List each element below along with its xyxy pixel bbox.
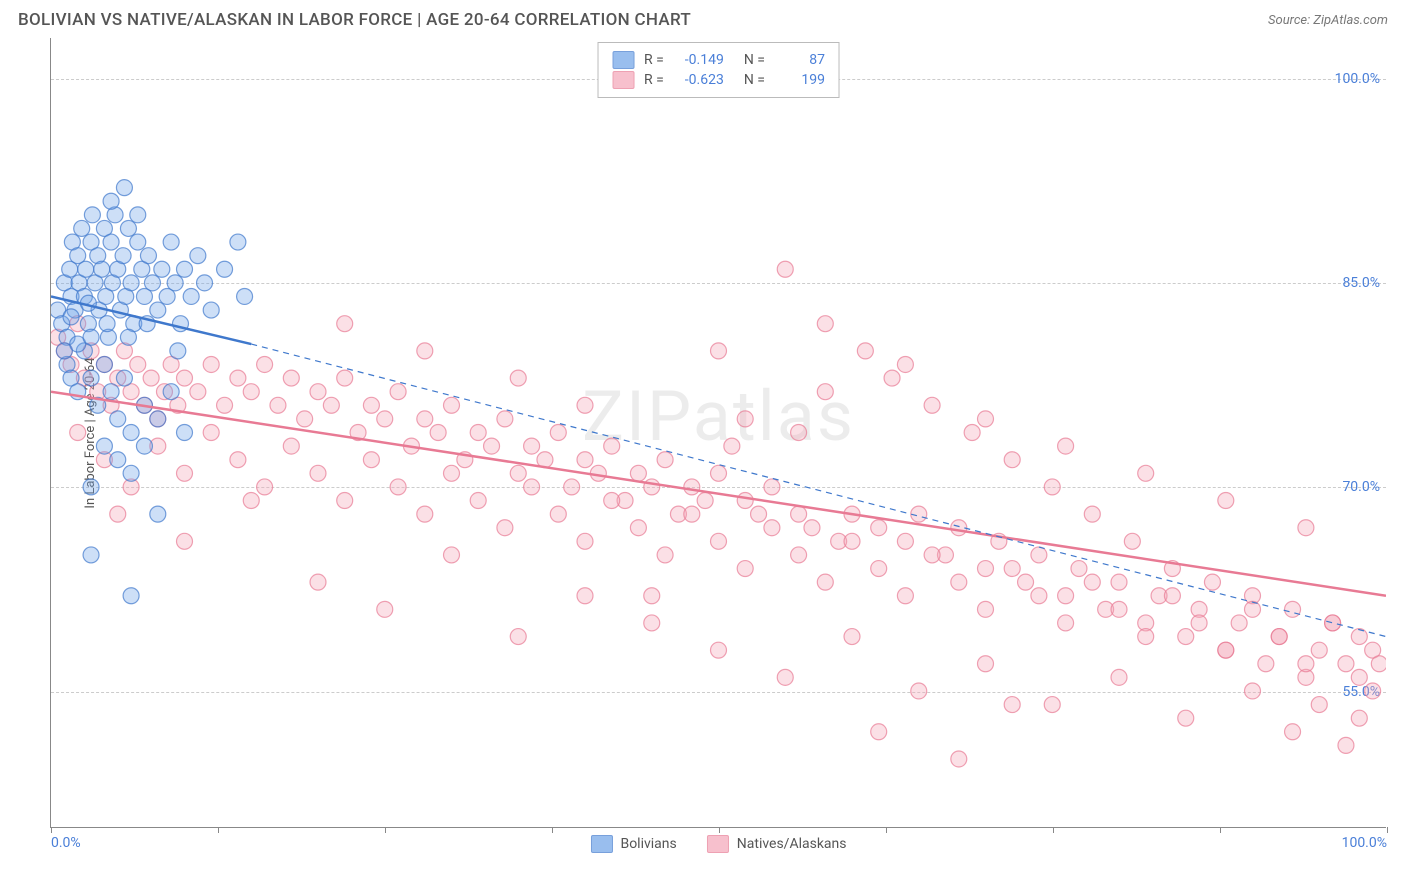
n-value-bolivians: 87	[775, 52, 825, 68]
x-tick-label: 0.0%	[51, 835, 81, 851]
r-label: R =	[644, 72, 664, 88]
legend-row-natives: R = -0.623 N = 199	[612, 71, 825, 89]
r-value-bolivians: -0.149	[674, 52, 724, 68]
n-label: N =	[744, 52, 765, 68]
legend-row-bolivians: R = -0.149 N = 87	[612, 51, 825, 69]
legend-label-bolivians: Bolivians	[620, 836, 676, 852]
n-value-natives: 199	[775, 72, 825, 88]
swatch-bolivians-icon	[612, 51, 634, 69]
legend-series: Bolivians Natives/Alaskans	[590, 835, 846, 853]
legend-item-natives: Natives/Alaskans	[707, 835, 847, 853]
scatter-plot	[51, 38, 1386, 827]
source-label: Source: ZipAtlas.com	[1268, 13, 1388, 28]
legend-item-bolivians: Bolivians	[590, 835, 676, 853]
x-tick-label: 100.0%	[1342, 835, 1387, 851]
chart-title: BOLIVIAN VS NATIVE/ALASKAN IN LABOR FORC…	[18, 10, 691, 30]
r-label: R =	[644, 52, 664, 68]
n-label: N =	[744, 72, 765, 88]
swatch-natives-icon	[707, 835, 729, 853]
legend-label-natives: Natives/Alaskans	[737, 836, 847, 852]
swatch-bolivians-icon	[590, 835, 612, 853]
swatch-natives-icon	[612, 71, 634, 89]
legend-correlation: R = -0.149 N = 87 R = -0.623 N = 199	[597, 42, 840, 98]
chart-area: In Labor Force | Age 20-64 ZIPatlas R = …	[50, 38, 1386, 828]
r-value-natives: -0.623	[674, 72, 724, 88]
